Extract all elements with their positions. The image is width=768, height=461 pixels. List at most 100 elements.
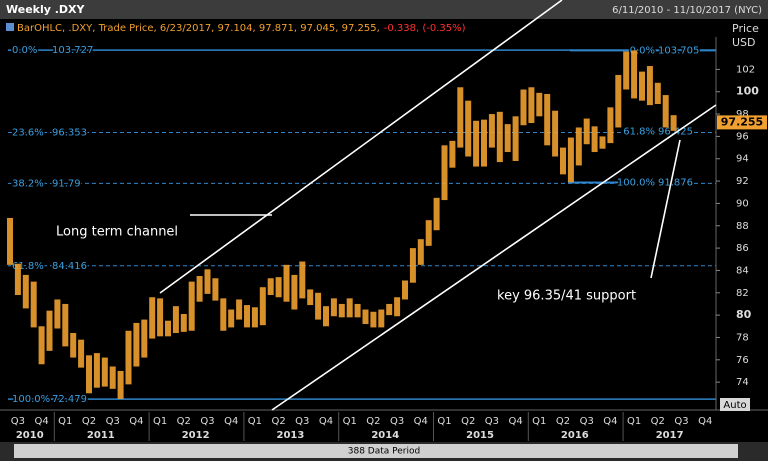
price-bar [180, 313, 187, 332]
fib-pct: 61.8% [623, 127, 655, 138]
price-bar [386, 303, 393, 316]
channel-line [159, 0, 563, 294]
x-tick-label: Q4 [319, 416, 333, 427]
x-tick-label: Q4 [508, 416, 522, 427]
price-bar [528, 87, 535, 124]
price-bar [496, 111, 503, 163]
year-label: 2014 [371, 430, 399, 441]
axis-unit: USD [732, 36, 756, 49]
annotation: key 96.35/41 support [497, 289, 636, 304]
price-bar [654, 82, 661, 105]
y-tick-label: 82 [736, 288, 749, 299]
year-label: 2010 [16, 430, 44, 441]
x-tick-label: Q3 [485, 416, 499, 427]
y-tick-label: 102 [736, 64, 755, 75]
price-bar [86, 355, 92, 394]
price-bar [465, 100, 472, 157]
y-tick-label: 90 [736, 198, 749, 209]
y-tick-label: 88 [736, 221, 749, 232]
y-tick-label: 100 [736, 85, 759, 98]
price-bar [267, 278, 274, 296]
price-bar [93, 353, 100, 388]
price-bar [362, 309, 369, 325]
year-label: 2017 [656, 430, 684, 441]
x-tick-label: Q2 [366, 416, 380, 427]
x-tick-label: Q2 [461, 416, 475, 427]
date-range: 6/11/2010 - 11/10/2017 (NYC) [612, 5, 762, 16]
price-bar [599, 136, 606, 149]
price-bar [54, 299, 61, 329]
price-bar [646, 66, 653, 106]
price-bar [544, 93, 551, 146]
price-bar [433, 197, 440, 231]
auto-button[interactable] [720, 398, 750, 411]
price-bar [323, 306, 329, 327]
x-tick-label: Q2 [556, 416, 570, 427]
price-bar [244, 305, 250, 328]
price-bar [78, 339, 85, 368]
price-bar [38, 326, 45, 365]
price-bar [62, 303, 69, 347]
price-bar [307, 289, 314, 306]
x-tick-label: Q2 [271, 416, 285, 427]
x-tick-label: Q2 [651, 416, 665, 427]
price-bar [417, 239, 424, 265]
price-bar [370, 311, 377, 328]
info-change: -0.338, (-0.35%) [384, 23, 466, 34]
x-tick-label: Q1 [437, 416, 451, 427]
price-bar [196, 276, 203, 302]
price-bar [283, 264, 290, 302]
price-bar [101, 357, 108, 387]
price-bar [504, 124, 511, 153]
x-tick-label: Q4 [129, 416, 143, 427]
price-bar [30, 281, 37, 328]
x-tick-label: Q2 [82, 416, 96, 427]
price-bar [346, 298, 353, 318]
x-tick-label: Q3 [295, 416, 309, 427]
scroll-thumb[interactable] [14, 444, 738, 458]
price-bar [631, 50, 638, 99]
price-bar [457, 87, 464, 148]
price-bar [520, 89, 527, 126]
price-bar [449, 140, 456, 168]
price-bar [354, 303, 361, 318]
fib-value: 103.705 [658, 45, 699, 56]
fib-value: 84.416 [52, 261, 87, 272]
axis-label: Price [732, 22, 759, 35]
info-label: BarOHLC, .DXY, Trade Price, 6/23/2017, 9… [17, 23, 380, 34]
x-tick-label: Q4 [603, 416, 617, 427]
price-bar [212, 278, 219, 301]
y-tick-label: 98 [736, 109, 749, 120]
price-bar [662, 95, 669, 128]
price-bar [259, 287, 266, 326]
title: Weekly .DXY [6, 3, 86, 16]
price-bar [291, 274, 298, 310]
year-label: 2015 [466, 430, 494, 441]
x-tick-label: Q4 [698, 416, 712, 427]
x-tick-label: Q3 [200, 416, 214, 427]
annotation: Long term channel [56, 225, 178, 240]
price-bar [275, 277, 282, 298]
auto-label[interactable]: Auto [723, 400, 746, 411]
x-tick-label: Q2 [177, 416, 191, 427]
price-bar [394, 297, 401, 317]
y-tick-label: 96 [736, 131, 749, 142]
price-bar [299, 261, 306, 299]
x-tick-label: Q1 [532, 416, 546, 427]
price-bar [670, 115, 677, 131]
fib-value: 91.79 [52, 178, 81, 189]
price-bar [22, 274, 29, 309]
x-tick-label: Q1 [248, 416, 262, 427]
price-bar [236, 299, 243, 320]
price-bar [172, 306, 179, 333]
fib-value: 96.353 [52, 127, 87, 138]
fib-pct: 38.2% [12, 178, 44, 189]
price-bar [188, 281, 195, 331]
x-tick-label: Q1 [627, 416, 641, 427]
pointer-line [650, 139, 681, 279]
year-label: 2016 [561, 430, 589, 441]
price-bar [125, 330, 132, 385]
x-tick-label: Q3 [580, 416, 594, 427]
price-bar [7, 217, 13, 265]
